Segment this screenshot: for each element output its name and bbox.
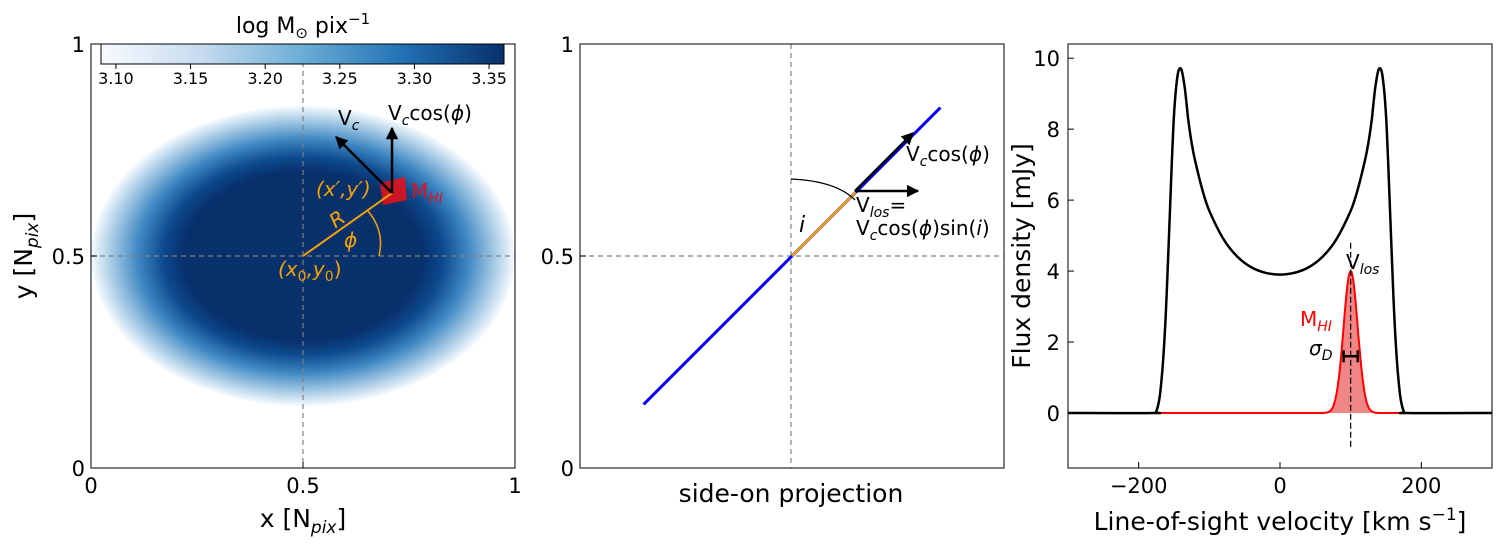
right-axes-frame	[1067, 43, 1493, 469]
left-ytick-label: 0.5	[52, 245, 85, 269]
left-xlabel: x [Npix]	[260, 504, 347, 538]
colorbar-tick-label: 3.35	[471, 69, 507, 88]
i-label: i	[799, 213, 805, 238]
mhi-label-right: MHI	[1300, 307, 1332, 335]
middle-ytick-label: 1	[561, 33, 574, 57]
left-ylabel: y [Npix]	[9, 213, 43, 300]
vlos-label: Vlos=	[856, 193, 906, 221]
colorbar-tick-label: 3.10	[98, 69, 134, 88]
phi-arc	[366, 209, 382, 257]
vc-label: Vc	[338, 106, 360, 134]
xprime-label: (x′,y′)	[316, 177, 371, 201]
colorbar-tick-label: 3.25	[322, 69, 358, 88]
middle-ytick-label: 0.5	[541, 245, 574, 269]
vc-cos-label: Vccos(ϕ)	[388, 101, 472, 129]
middle-ytick-label: 0	[561, 457, 574, 481]
right-xtick-label: 200	[1401, 474, 1441, 498]
inclination-arc	[790, 178, 856, 201]
sigma-label: σD	[1309, 336, 1333, 364]
total-profile-line	[1067, 66, 1493, 415]
right-axis-ticks: −200 0 200 0 2 4 6 8 10	[1033, 47, 1441, 498]
mid-series	[642, 106, 942, 406]
mhi-cell	[380, 177, 407, 205]
vlos-label-right: Vlos	[1346, 250, 1379, 278]
colorbar-tick-label: 3.20	[247, 69, 283, 88]
right-series	[1067, 66, 1493, 449]
left-ytick-label: 0	[72, 457, 85, 481]
colorbar	[100, 43, 505, 65]
mhi-gaussian-line	[1068, 269, 1492, 414]
mhi-label: MHI	[411, 179, 443, 207]
left-panel: 3.10 3.15 3.20 3.25 3.30 3.35 log M⊙ pix−1 Vc…	[9, 10, 522, 538]
middle-axis-ticks: 00.51	[541, 33, 586, 481]
right-ytick-label: 10	[1033, 47, 1060, 71]
vc-cos-arrow-mid	[854, 132, 914, 192]
right-ylabel: Flux density [mJy]	[1007, 143, 1036, 369]
vc-cos-label-mid: Vccos(ϕ)	[906, 142, 990, 170]
right-ytick-label: 6	[1047, 189, 1060, 213]
vlos-formula: Vccos(ϕ)sin(i)	[856, 216, 990, 244]
colorbar-ticks: 3.10 3.15 3.20 3.25 3.30 3.35	[98, 64, 507, 88]
colorbar-tick-label: 3.15	[173, 69, 209, 88]
right-xtick-label: −200	[1110, 474, 1168, 498]
phi-label: ϕ	[344, 228, 357, 252]
middle-panel: i Vccos(ϕ) Vlos= Vccos(ϕ)sin(i) 00.51 si…	[541, 33, 1005, 508]
right-ytick-label: 4	[1047, 260, 1060, 284]
x0y0-label: (x0,y0)	[278, 257, 342, 285]
left-axis-ticks: 0 0.5 1 0 0.5 1	[52, 33, 522, 498]
left-xtick-label: 1	[508, 474, 521, 498]
middle-xlabel: side-on projection	[679, 479, 904, 508]
left-xtick-label: 0.5	[286, 474, 319, 498]
right-ytick-label: 2	[1047, 331, 1060, 355]
colorbar-tick-label: 3.30	[397, 69, 433, 88]
right-ytick-label: 0	[1047, 402, 1060, 426]
right-panel: Vlos MHI σD −200 0 200 0 2 4 6 8 10 Line-of-sigh…	[1007, 43, 1493, 536]
colorbar-label: log M⊙ pix−1	[236, 10, 370, 42]
radius-projection-line	[791, 191, 857, 257]
vc-arrow	[335, 136, 393, 194]
right-xtick-label: 0	[1273, 474, 1286, 498]
right-ytick-label: 8	[1047, 118, 1060, 142]
left-ytick-label: 1	[72, 33, 85, 57]
radius-line	[302, 192, 393, 257]
right-xlabel: Line-of-sight velocity [km s−1]	[1094, 505, 1467, 536]
left-xtick-label: 0	[84, 474, 97, 498]
